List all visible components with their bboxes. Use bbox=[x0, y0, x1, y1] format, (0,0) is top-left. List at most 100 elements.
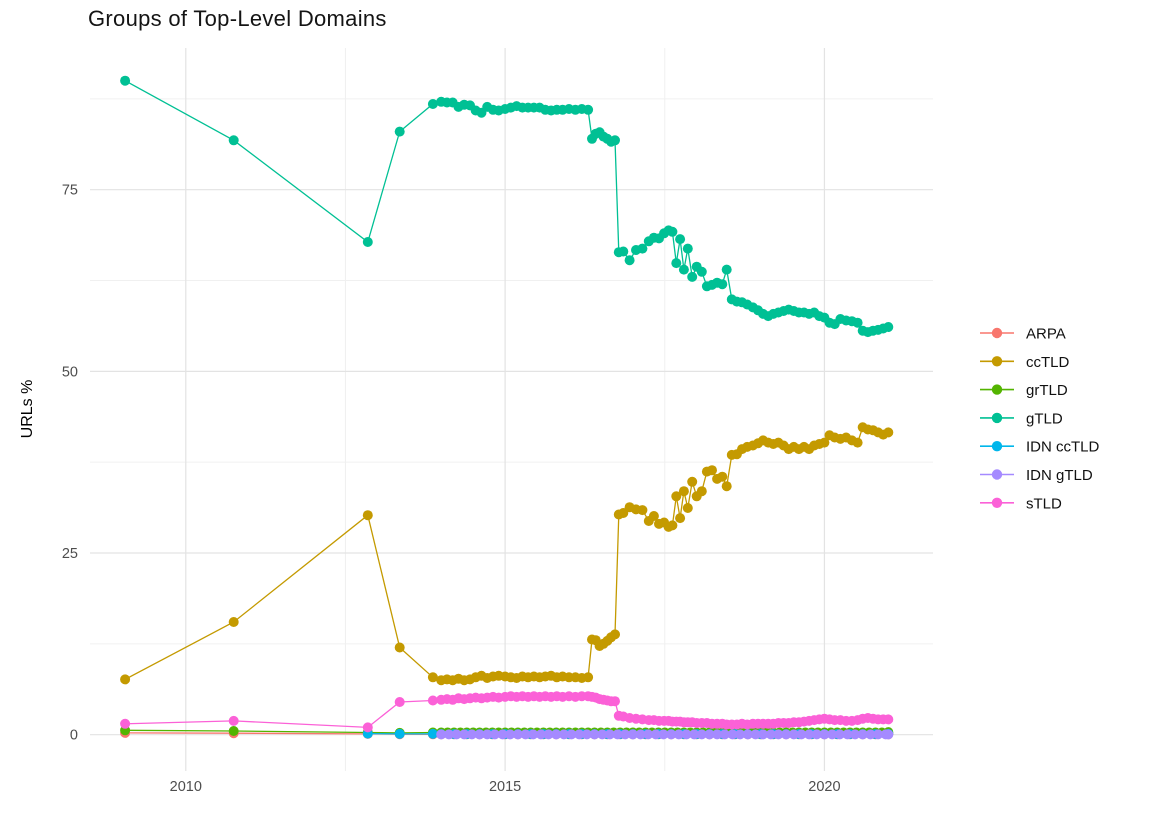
data-point bbox=[610, 629, 620, 640]
data-point bbox=[620, 729, 631, 740]
data-point bbox=[597, 729, 608, 740]
legend-label: ARPA bbox=[1026, 326, 1066, 343]
data-point bbox=[687, 271, 698, 282]
data-point bbox=[712, 729, 723, 740]
data-point bbox=[667, 226, 678, 237]
data-point bbox=[758, 729, 769, 740]
y-tick-label: 50 bbox=[62, 364, 78, 380]
x-tick-label: 2015 bbox=[489, 779, 521, 795]
data-point bbox=[883, 427, 894, 438]
y-tick-label: 0 bbox=[70, 728, 78, 744]
data-point bbox=[618, 508, 629, 518]
data-point bbox=[583, 672, 594, 683]
data-point bbox=[721, 264, 732, 275]
series-cctld bbox=[120, 422, 894, 686]
data-point bbox=[852, 317, 863, 328]
x-tick-label: 2010 bbox=[170, 779, 202, 795]
data-point bbox=[635, 729, 646, 740]
data-point bbox=[497, 729, 508, 740]
data-point bbox=[581, 729, 592, 740]
data-point bbox=[228, 135, 239, 146]
data-point bbox=[721, 481, 732, 492]
legend: ARPA ccTLD grTLD gTLD IDN ccTLD IDN gTLD sTLD bbox=[980, 326, 1100, 512]
data-point bbox=[528, 729, 539, 740]
data-point bbox=[666, 729, 677, 740]
data-point bbox=[228, 715, 239, 726]
data-point bbox=[773, 729, 784, 740]
data-point bbox=[671, 258, 682, 269]
data-point bbox=[482, 729, 493, 740]
data-point bbox=[788, 729, 799, 740]
data-point bbox=[827, 729, 838, 740]
data-point bbox=[671, 491, 682, 502]
legend-key-dot bbox=[991, 384, 1003, 395]
data-point bbox=[120, 718, 131, 729]
data-point bbox=[362, 237, 373, 247]
data-point bbox=[427, 672, 438, 683]
data-point bbox=[604, 729, 615, 740]
x-tick-label: 2020 bbox=[808, 779, 840, 795]
legend-key-dot bbox=[991, 356, 1003, 367]
data-point bbox=[667, 520, 678, 531]
legend-label: grTLD bbox=[1026, 382, 1068, 399]
data-point bbox=[627, 729, 638, 740]
data-point bbox=[505, 729, 516, 740]
data-point bbox=[804, 729, 815, 740]
data-point bbox=[719, 729, 730, 740]
data-point bbox=[120, 674, 131, 685]
data-point bbox=[551, 729, 562, 740]
data-point bbox=[362, 510, 373, 521]
chart-title: Groups of Top-Level Domains bbox=[88, 6, 387, 31]
data-point bbox=[637, 505, 648, 516]
data-point bbox=[883, 714, 894, 725]
data-point bbox=[436, 729, 447, 740]
data-point bbox=[637, 243, 648, 254]
series-idn-gtld bbox=[436, 729, 894, 740]
data-point bbox=[819, 729, 830, 740]
legend-item-cctld: ccTLD bbox=[980, 354, 1070, 371]
data-point bbox=[687, 476, 698, 487]
data-point bbox=[873, 729, 884, 740]
data-point bbox=[678, 264, 689, 275]
data-point bbox=[717, 279, 728, 290]
data-point bbox=[696, 729, 707, 740]
data-point bbox=[717, 471, 728, 482]
data-point bbox=[427, 728, 438, 739]
data-point bbox=[362, 722, 373, 733]
data-point bbox=[678, 486, 689, 497]
data-point bbox=[742, 729, 753, 740]
series-line bbox=[124, 426, 889, 681]
data-point bbox=[228, 617, 239, 627]
legend-label: IDN gTLD bbox=[1026, 467, 1093, 484]
data-point bbox=[574, 729, 585, 740]
data-point bbox=[781, 729, 792, 740]
data-point bbox=[583, 104, 594, 115]
data-point bbox=[673, 729, 684, 740]
data-point bbox=[394, 642, 405, 653]
data-point bbox=[675, 513, 686, 524]
legend-item-idn-gtld: IDN gTLD bbox=[980, 467, 1093, 484]
data-point bbox=[704, 729, 715, 740]
legend-item-grtld: grTLD bbox=[980, 382, 1068, 399]
data-point bbox=[466, 729, 477, 740]
series-line bbox=[124, 80, 889, 333]
data-point bbox=[427, 695, 438, 706]
series-stld bbox=[120, 691, 894, 733]
legend-item-arpa: ARPA bbox=[980, 326, 1066, 343]
data-point bbox=[696, 486, 707, 497]
data-point bbox=[842, 729, 853, 740]
data-point bbox=[648, 511, 659, 521]
legend-label: gTLD bbox=[1026, 410, 1063, 427]
data-point bbox=[658, 729, 669, 740]
data-point bbox=[589, 729, 600, 740]
data-point bbox=[543, 729, 554, 740]
data-point bbox=[610, 135, 620, 146]
data-point bbox=[120, 75, 131, 86]
data-point bbox=[765, 729, 776, 740]
legend-item-idn-cctld: IDN ccTLD bbox=[980, 439, 1100, 456]
legend-key-dot bbox=[991, 497, 1003, 508]
data-point bbox=[459, 729, 470, 740]
data-point bbox=[394, 728, 405, 739]
data-point bbox=[618, 246, 629, 257]
